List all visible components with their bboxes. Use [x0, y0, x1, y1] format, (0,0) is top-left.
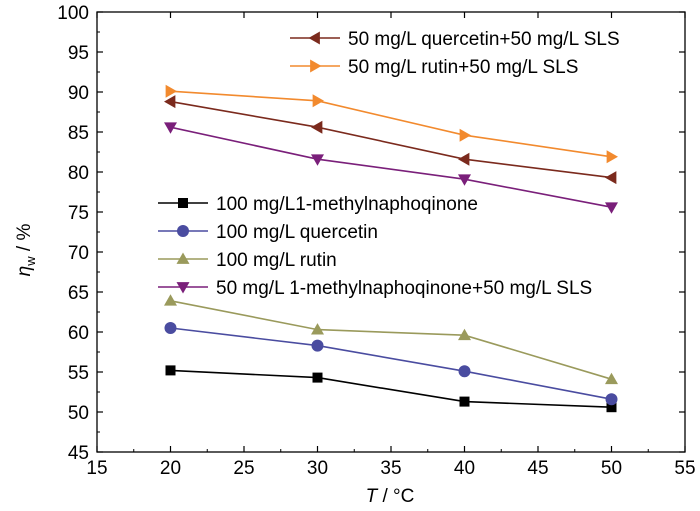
x-tick-label: 20 — [160, 458, 181, 479]
data-point — [312, 94, 324, 108]
data-point — [165, 84, 177, 98]
series-circle — [164, 322, 618, 406]
legend-item: 50 mg/L quercetin+50 mg/L SLS — [290, 29, 620, 50]
legend-label: 50 mg/L 1-methylnaphoqinone+50 mg/L SLS — [216, 278, 592, 299]
legend-label: 100 mg/L1-methylnaphoqinone — [216, 194, 478, 215]
data-point — [165, 365, 176, 376]
x-tick-label: 40 — [454, 458, 475, 479]
data-point — [311, 120, 323, 134]
series-square — [165, 365, 617, 413]
data-point — [458, 328, 471, 341]
legend-item: 100 mg/L quercetin — [158, 222, 378, 243]
legend-marker — [176, 282, 190, 294]
legend-marker — [308, 31, 320, 45]
series-triangle-down — [164, 122, 618, 214]
data-point — [164, 122, 177, 134]
data-point — [164, 294, 177, 306]
data-point — [459, 396, 470, 407]
y-tick-label: 75 — [68, 203, 89, 224]
y-tick-label: 85 — [68, 123, 89, 144]
data-point — [605, 393, 618, 406]
y-tick-label: 55 — [68, 363, 89, 384]
legend-marker — [177, 225, 189, 237]
data-point — [605, 202, 618, 214]
x-tick-label: 30 — [307, 458, 328, 479]
y-axis-title: ηw / % — [14, 224, 38, 277]
data-point — [311, 154, 324, 166]
legend-label: 50 mg/L rutin+50 mg/L SLS — [348, 57, 578, 78]
y-tick-label: 90 — [68, 83, 89, 104]
series-triangle-left — [164, 95, 617, 185]
series-line — [170, 327, 612, 400]
x-tick-label: 45 — [527, 458, 548, 479]
series-line — [170, 300, 612, 380]
data-point — [606, 402, 617, 413]
data-point — [311, 339, 324, 352]
data-point — [605, 171, 617, 185]
x-tick-label: 55 — [674, 458, 695, 479]
y-tick-label: 95 — [68, 43, 89, 64]
x-tick-label: 15 — [86, 458, 107, 479]
y-tick-label: 65 — [68, 283, 89, 304]
data-point — [164, 322, 177, 334]
data-point — [312, 372, 323, 383]
data-point — [458, 174, 471, 186]
x-tick-label: 35 — [380, 458, 401, 479]
y-tick-label: 60 — [68, 323, 89, 344]
y-tick-label: 45 — [68, 443, 89, 464]
legend-marker — [310, 59, 322, 73]
series-triangle-right — [165, 84, 618, 164]
x-tick-label: 50 — [601, 458, 622, 479]
y-tick-label: 70 — [68, 243, 89, 264]
legend-item: 100 mg/L1-methylnaphoqinone — [158, 194, 478, 215]
legend-label: 100 mg/L quercetin — [216, 222, 378, 243]
legend-marker — [176, 252, 190, 264]
data-point — [311, 323, 324, 335]
legend-label: 50 mg/L quercetin+50 mg/L SLS — [348, 29, 620, 50]
x-tick-label: 25 — [233, 458, 254, 479]
series-line — [170, 369, 612, 408]
data-point — [164, 95, 176, 109]
y-tick-label: 100 — [57, 3, 89, 24]
series-line — [170, 126, 612, 208]
axis-ticks: 15 20 25 30 35 40 45 50 55 45 50 55 60 65 70 75 80 85 90 95… — [57, 3, 695, 479]
x-axis-title: T / °C — [366, 486, 415, 507]
data-point — [458, 152, 470, 166]
chart-legend: 50 mg/L quercetin+50 mg/L SLS 50 mg/L rut… — [158, 29, 620, 299]
y-tick-label: 50 — [68, 403, 89, 424]
legend-item: 100 mg/L rutin — [158, 250, 337, 271]
series-line — [170, 90, 612, 158]
data-point — [606, 150, 618, 164]
series-triangle-up — [164, 294, 618, 385]
legend-item: 50 mg/L 1-methylnaphoqinone+50 mg/L SLS — [158, 278, 592, 299]
data-point — [605, 372, 618, 385]
data-series — [164, 84, 618, 413]
series-line — [170, 100, 612, 179]
data-point — [459, 128, 471, 142]
data-point — [458, 365, 471, 378]
y-tick-label: 80 — [68, 163, 89, 184]
legend-item: 50 mg/L rutin+50 mg/L SLS — [290, 57, 578, 78]
legend-label: 100 mg/L rutin — [216, 250, 337, 271]
legend-marker — [178, 198, 188, 208]
